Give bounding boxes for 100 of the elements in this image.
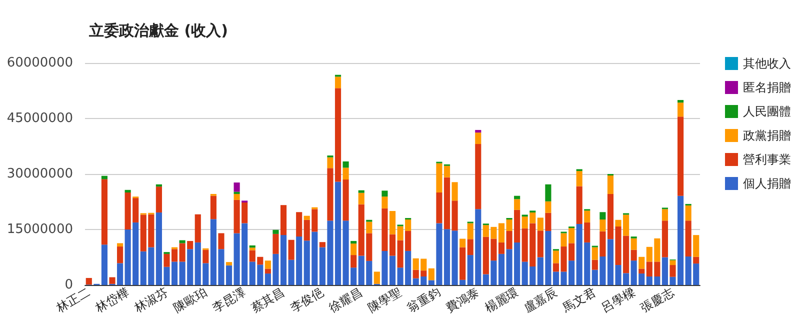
bar (319, 242, 326, 248)
bar (234, 182, 240, 192)
bar (327, 157, 334, 168)
x-tick-label: 林岱樺 (92, 284, 132, 316)
bar (210, 196, 216, 220)
x-tick-label: 翁重鈞 (404, 284, 443, 316)
bar (552, 250, 560, 264)
bar (467, 239, 474, 256)
x-tick-label: 馬文君 (559, 284, 598, 316)
bar (179, 240, 186, 244)
bar (670, 265, 676, 277)
bar (116, 246, 124, 264)
bar (662, 209, 668, 221)
x-tick-label: 李昆澤 (210, 284, 248, 316)
y-tick-label: 30000000 (6, 166, 73, 182)
bar (460, 238, 466, 248)
bar (382, 196, 388, 208)
bar (156, 186, 162, 212)
bar (350, 244, 357, 256)
legend-label: 個人捐贈 (743, 176, 791, 190)
bar (350, 255, 357, 268)
bar (382, 190, 388, 197)
x-tick-label: 蔡其昌 (248, 284, 288, 316)
bar (304, 216, 310, 220)
bar (264, 260, 271, 269)
chart-title: 立委政治獻金 (收入) (88, 22, 228, 40)
legend-label: 政黨捐贈 (743, 128, 791, 142)
bar (678, 100, 684, 103)
bar (374, 272, 380, 284)
bar (350, 240, 357, 244)
bar (584, 210, 590, 222)
bar (537, 218, 544, 231)
x-tick-label: 徐耀昌 (326, 284, 365, 316)
bar (194, 214, 201, 242)
x-tick-label: 陳歐珀 (170, 284, 210, 316)
y-tick-label: 15000000 (6, 222, 73, 237)
bar (685, 220, 692, 257)
bar (202, 250, 209, 264)
legend-label: 其他收入 (743, 56, 791, 70)
y-tick-label: 45000000 (6, 111, 73, 126)
bar (678, 116, 684, 196)
bar (460, 247, 466, 280)
bar (234, 194, 240, 200)
x-tick-label: 費鴻泰 (443, 284, 482, 316)
bar (86, 278, 92, 285)
bar (444, 166, 450, 178)
bar (272, 230, 279, 234)
bar (288, 240, 294, 260)
bar (467, 223, 474, 240)
x-tick-label: 李俊俋 (288, 284, 326, 316)
x-tick-label: 林淑芬 (131, 284, 170, 316)
bar (600, 220, 606, 232)
bar (475, 144, 482, 210)
bar (670, 260, 676, 266)
bar (249, 248, 256, 250)
bar (342, 180, 349, 221)
y-tick-label: 60000000 (6, 56, 73, 70)
bar (358, 192, 364, 204)
bar (630, 250, 637, 261)
legend-label: 營利事業 (743, 152, 791, 166)
x-tick-label: 陳學聖 (366, 284, 404, 316)
x-tick-label: 呂學樑 (599, 284, 638, 316)
bar (436, 192, 442, 224)
bar (296, 212, 302, 237)
bar (342, 161, 349, 168)
bar (514, 199, 520, 210)
bar (358, 190, 364, 193)
bar (342, 168, 349, 180)
bar (334, 76, 342, 88)
bar (116, 243, 124, 247)
bar (600, 212, 606, 220)
bar (607, 175, 614, 194)
bar (638, 256, 645, 269)
bar (662, 220, 668, 258)
legend-label: 匿名捐贈 (743, 80, 791, 94)
bar (218, 233, 224, 250)
bar (366, 222, 372, 234)
bar (101, 179, 108, 245)
bar (452, 182, 458, 201)
bar (592, 247, 598, 260)
bar (475, 132, 482, 144)
x-tick-label: 張慶志 (638, 284, 676, 316)
bar (475, 130, 482, 133)
bar (693, 256, 700, 264)
y-tick-label: 0 (64, 278, 73, 292)
bar (545, 201, 552, 213)
x-tick-label: 盧嘉辰 (521, 284, 560, 316)
bar (545, 184, 552, 202)
bar (436, 163, 442, 192)
bar (630, 238, 637, 250)
bar (592, 260, 598, 270)
bar (638, 268, 645, 274)
bar (600, 231, 606, 257)
legend-label: 人民團體 (743, 104, 791, 118)
x-tick-label: 楊麗環 (482, 284, 521, 316)
bar (678, 102, 684, 117)
bar (576, 171, 582, 186)
bar (124, 190, 131, 192)
bar (693, 235, 700, 257)
bar (428, 268, 434, 280)
